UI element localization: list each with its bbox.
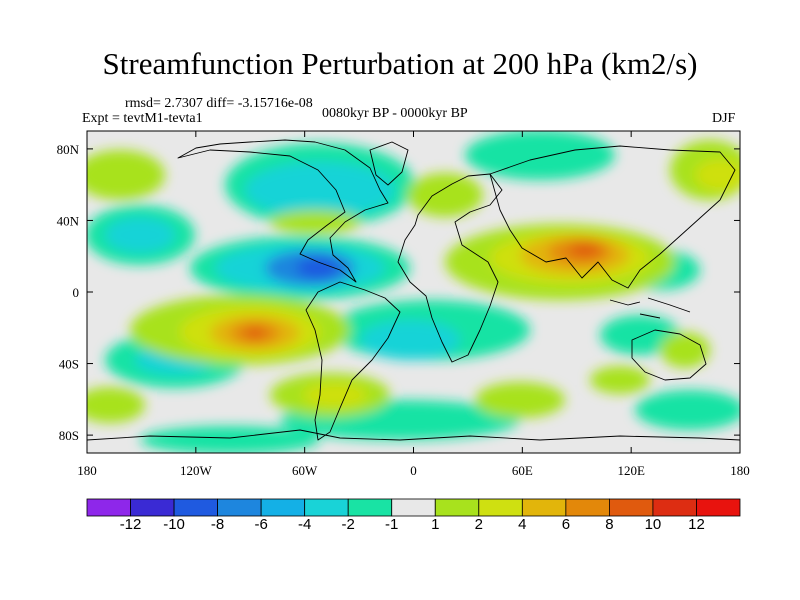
colorbar-swatch xyxy=(478,498,523,517)
colorbar-label: 10 xyxy=(644,516,662,533)
colorbar-swatch xyxy=(434,498,480,517)
colorbar xyxy=(86,498,741,517)
colorbar-swatch xyxy=(217,498,262,517)
x-tick-label: 120W xyxy=(180,463,213,478)
colorbar-label: -2 xyxy=(341,516,355,533)
x-tick-labels: 180 120W 60W 0 60E 120E 180 xyxy=(77,463,750,478)
y-tick-label: 80N xyxy=(57,142,80,157)
x-tick-label: 180 xyxy=(730,463,750,478)
colorbar-label: -10 xyxy=(163,516,185,533)
x-tick-label: 60E xyxy=(512,463,533,478)
colorbar-swatch xyxy=(86,498,131,517)
antarctica-coast xyxy=(87,429,740,441)
colorbar-label: -6 xyxy=(254,516,268,533)
indonesia-coast xyxy=(609,297,691,319)
colorbar-label: 12 xyxy=(688,516,705,533)
colorbar-label: 2 xyxy=(474,516,483,533)
x-tick-label: 60W xyxy=(292,463,318,478)
colorbar-label: 1 xyxy=(431,516,440,533)
stats-text: rmsd= 2.7307 diff= -3.15716e-08 xyxy=(125,96,313,111)
axis-ticks xyxy=(86,131,741,453)
chart-title: Streamfunction Perturbation at 200 hPa (… xyxy=(102,46,698,81)
colorbar-swatch xyxy=(609,498,654,517)
colorbar-label: -1 xyxy=(385,516,399,533)
colorbar-label: 4 xyxy=(518,516,527,533)
north-america-coast xyxy=(177,139,389,283)
colorbar-swatch xyxy=(391,498,436,517)
x-tick-label: 120E xyxy=(617,463,645,478)
colorbar-swatch xyxy=(304,498,349,517)
x-tick-label: 180 xyxy=(77,463,97,478)
colorbar-label: -12 xyxy=(119,516,142,533)
colorbar-swatch xyxy=(260,498,306,517)
australia-coast xyxy=(631,329,707,381)
asia-coast xyxy=(489,145,736,289)
colorbar-swatch xyxy=(130,498,175,517)
colorbar-label: 6 xyxy=(561,516,571,533)
y-tick-label: 80S xyxy=(59,428,79,443)
europe-africa-coast xyxy=(397,173,503,363)
colorbar-swatch xyxy=(347,498,393,517)
streamfunction-field xyxy=(87,131,740,453)
y-tick-label: 40N xyxy=(57,213,80,228)
colorbar-label: -4 xyxy=(297,516,312,533)
experiment-label: Expt = tevtM1-tevta1 xyxy=(82,111,203,126)
colorbar-label: 8 xyxy=(605,516,614,533)
colorbar-label: -8 xyxy=(210,516,225,533)
colorbar-swatch xyxy=(652,498,697,517)
y-tick-label: 0 xyxy=(73,285,80,300)
colorbar-swatch xyxy=(565,498,610,517)
coastlines xyxy=(87,139,740,441)
colorbar-swatch xyxy=(696,498,741,517)
x-tick-label: 0 xyxy=(410,463,417,478)
colorbar-swatch xyxy=(173,498,218,517)
period-label: 0080kyr BP - 0000kyr BP xyxy=(322,106,468,121)
colorbar-swatch xyxy=(521,498,567,517)
y-tick-label: 40S xyxy=(59,357,79,372)
greenland-coast xyxy=(369,141,409,186)
season-label: DJF xyxy=(712,111,736,126)
south-america-coast xyxy=(305,281,401,441)
y-tick-labels: 80N 40N 0 40S 80S xyxy=(57,142,80,443)
